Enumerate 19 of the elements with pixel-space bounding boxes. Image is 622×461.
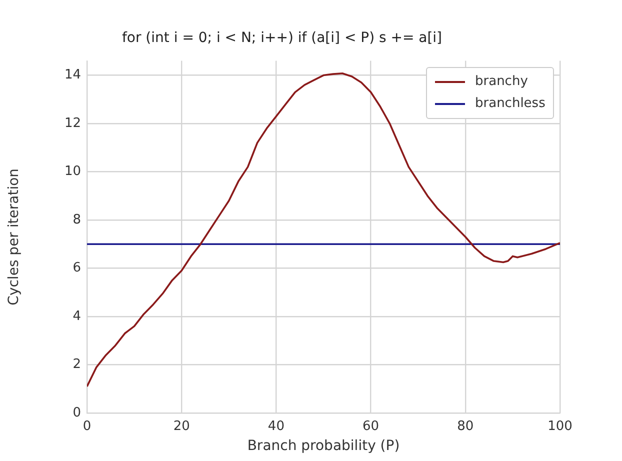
legend-label: branchless (475, 96, 546, 112)
x-axis-title: Branch probability (P) (247, 438, 400, 454)
y-tick-label: 4 (72, 308, 81, 324)
y-axis-title: Cycles per iteration (6, 168, 22, 306)
x-tick-label: 80 (457, 419, 474, 434)
x-tick-label: 100 (548, 419, 572, 434)
legend-label: branchy (475, 74, 528, 90)
y-tick-label: 12 (64, 116, 81, 131)
y-tick-label: 8 (72, 212, 81, 228)
x-tick-label: 60 (362, 419, 380, 434)
x-tick-label: 40 (268, 419, 284, 434)
y-tick-label: 2 (72, 357, 81, 372)
chart-title: for (int i = 0; i < N; i++) if (a[i] < P) s += a[i] (122, 30, 442, 46)
y-tick-label: 10 (64, 164, 81, 180)
x-tick-label: 0 (82, 419, 92, 434)
y-tick-label: 6 (72, 260, 81, 276)
y-tick-label: 0 (72, 405, 81, 420)
y-tick-label: 14 (64, 68, 81, 83)
x-tick-label: 20 (173, 419, 190, 434)
